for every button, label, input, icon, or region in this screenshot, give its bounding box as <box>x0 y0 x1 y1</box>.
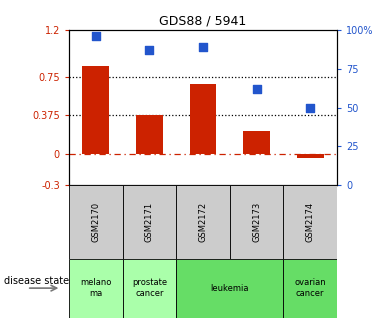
Bar <box>190 84 216 154</box>
Point <box>93 34 99 39</box>
Bar <box>69 259 123 318</box>
Bar <box>230 185 283 259</box>
Title: GDS88 / 5941: GDS88 / 5941 <box>159 15 247 28</box>
Text: GSM2174: GSM2174 <box>306 202 315 242</box>
Bar <box>176 259 283 318</box>
Point <box>200 45 206 50</box>
Point <box>307 105 313 110</box>
Bar <box>176 185 230 259</box>
Text: disease state: disease state <box>4 276 69 286</box>
Text: GSM2172: GSM2172 <box>198 202 208 242</box>
Text: GSM2170: GSM2170 <box>91 202 100 242</box>
Point <box>146 48 152 53</box>
Point <box>254 86 260 92</box>
Bar <box>123 259 176 318</box>
Text: ovarian
cancer: ovarian cancer <box>295 279 326 298</box>
Bar <box>69 185 123 259</box>
Bar <box>283 185 337 259</box>
Bar <box>82 66 109 154</box>
Text: GSM2171: GSM2171 <box>145 202 154 242</box>
Bar <box>283 259 337 318</box>
Text: prostate
cancer: prostate cancer <box>132 279 167 298</box>
Bar <box>136 115 163 154</box>
Text: GSM2173: GSM2173 <box>252 202 261 242</box>
Bar <box>243 131 270 154</box>
Text: leukemia: leukemia <box>211 284 249 293</box>
Bar <box>297 154 324 158</box>
Text: melano
ma: melano ma <box>80 279 111 298</box>
Bar <box>123 185 176 259</box>
